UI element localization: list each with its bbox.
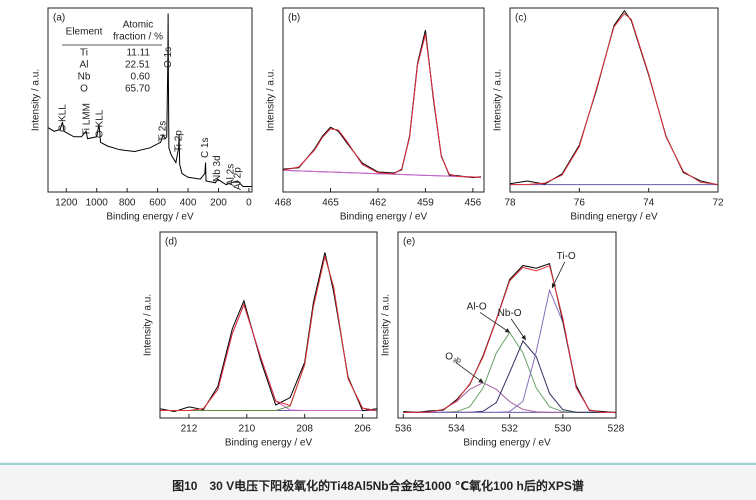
peak-arrow (479, 312, 511, 333)
x-tick-label: 532 (501, 424, 518, 435)
table-cell: Nb (78, 72, 91, 83)
x-tick-label: 0 (246, 198, 252, 209)
peak-label: Al 2p (232, 167, 243, 190)
spectrum-line (403, 382, 616, 413)
peak-label: Al-O (467, 301, 487, 312)
spectrum-line (509, 12, 719, 186)
peak-label: O KLL (95, 109, 106, 138)
x-axis-label: Binding energy / eV (340, 212, 428, 223)
y-axis-label: Intensity / a.u. (381, 294, 392, 356)
spectrum-line (282, 128, 481, 178)
x-tick-label: 208 (296, 424, 313, 435)
spectrum-line (282, 29, 481, 179)
table-cell: 0.60 (131, 72, 151, 83)
peak-label: Nb-O (498, 308, 522, 319)
spectrum-line (282, 34, 481, 178)
peak-label: Ti 2s (158, 121, 169, 142)
x-tick-label: 800 (119, 198, 136, 209)
x-tick-label: 212 (181, 424, 198, 435)
y-axis-label: Intensity / a.u. (266, 69, 277, 131)
caption-band (0, 462, 756, 500)
peak-label: Al 2s (225, 164, 236, 186)
peak-label: Nb 3d (212, 155, 223, 182)
x-tick-label: 206 (354, 424, 371, 435)
peak-label: C KLL (57, 104, 68, 132)
peak-arrow (455, 362, 484, 383)
peak-label-subscript: ab (453, 358, 461, 365)
y-axis-label: Intensity / a.u. (493, 69, 504, 131)
table-cell: Ti (80, 48, 88, 59)
peak-arrow (510, 318, 526, 341)
x-tick-label: 400 (180, 198, 197, 209)
spectrum-line (403, 264, 616, 413)
x-tick-label: 1200 (55, 198, 78, 209)
panel-label: (a) (53, 13, 65, 24)
table-cell: 11.11 (126, 48, 150, 59)
peak-label: Oab (445, 351, 461, 364)
peak-label-text: O (445, 351, 453, 362)
panel-label: (b) (288, 13, 300, 24)
panel-label: (c) (515, 13, 527, 24)
x-tick-label: 534 (448, 424, 465, 435)
spectrum-line (282, 34, 481, 178)
table-header: fraction / % (113, 32, 163, 43)
table-cell: O (80, 84, 88, 95)
x-tick-label: 74 (643, 198, 655, 209)
x-tick-label: 530 (554, 424, 571, 435)
x-axis-label: Binding energy / eV (225, 438, 313, 449)
x-tick-label: 536 (395, 424, 412, 435)
y-axis-label: Intensity / a.u. (143, 294, 154, 356)
x-tick-label: 456 (465, 198, 482, 209)
peak-label: O 1s (163, 47, 174, 68)
peak-label-text: Ti-O (557, 250, 576, 261)
x-tick-label: 1000 (86, 198, 109, 209)
y-axis-label: Intensity / a.u. (31, 69, 42, 131)
plot-frame (282, 7, 485, 193)
x-axis-label: Binding energy / eV (106, 212, 194, 223)
x-tick-label: 462 (370, 198, 387, 209)
table-cell: 65.70 (125, 84, 150, 95)
peak-label: C 1s (200, 137, 211, 158)
panel-label: (d) (165, 237, 177, 248)
plot-frame (159, 231, 378, 419)
plot-frame (509, 7, 719, 193)
table-header: Atomic (123, 20, 154, 31)
x-tick-label: 465 (322, 198, 339, 209)
x-axis-label: Binding energy / eV (463, 438, 551, 449)
x-tick-label: 528 (608, 424, 625, 435)
x-tick-label: 76 (574, 198, 586, 209)
x-tick-label: 78 (504, 198, 516, 209)
x-tick-label: 72 (712, 198, 724, 209)
peak-label: Ti LMM (81, 103, 92, 136)
x-tick-label: 459 (417, 198, 434, 209)
spectrum-line (403, 262, 617, 414)
peak-arrow (551, 261, 566, 289)
figure-caption: 图10 30 V电压下阳极氧化的Ti48Al5Nb合金经1000 ℃氧化100 … (172, 478, 584, 493)
peak-label-text: Al-O (467, 301, 487, 312)
x-tick-label: 210 (238, 424, 255, 435)
table-header: Element (66, 27, 103, 38)
spectrum-line (509, 9, 719, 186)
peak-label: Ti-O (557, 250, 576, 261)
x-tick-label: 468 (275, 198, 292, 209)
x-tick-label: 600 (149, 198, 166, 209)
table-cell: Al (80, 60, 89, 71)
x-axis-label: Binding energy / eV (570, 212, 658, 223)
panel-label: (e) (403, 237, 415, 248)
spectrum-line (159, 252, 378, 413)
table-cell: 22.51 (125, 60, 150, 71)
x-tick-label: 200 (210, 198, 227, 209)
spectrum-line (160, 256, 378, 412)
peak-label-text: Nb-O (498, 308, 522, 319)
spectrum-line (47, 13, 252, 187)
peak-label: Ti 2p (174, 130, 185, 152)
plot-frame (47, 7, 253, 193)
plot-frame (397, 231, 617, 419)
spectrum-line (160, 256, 378, 412)
